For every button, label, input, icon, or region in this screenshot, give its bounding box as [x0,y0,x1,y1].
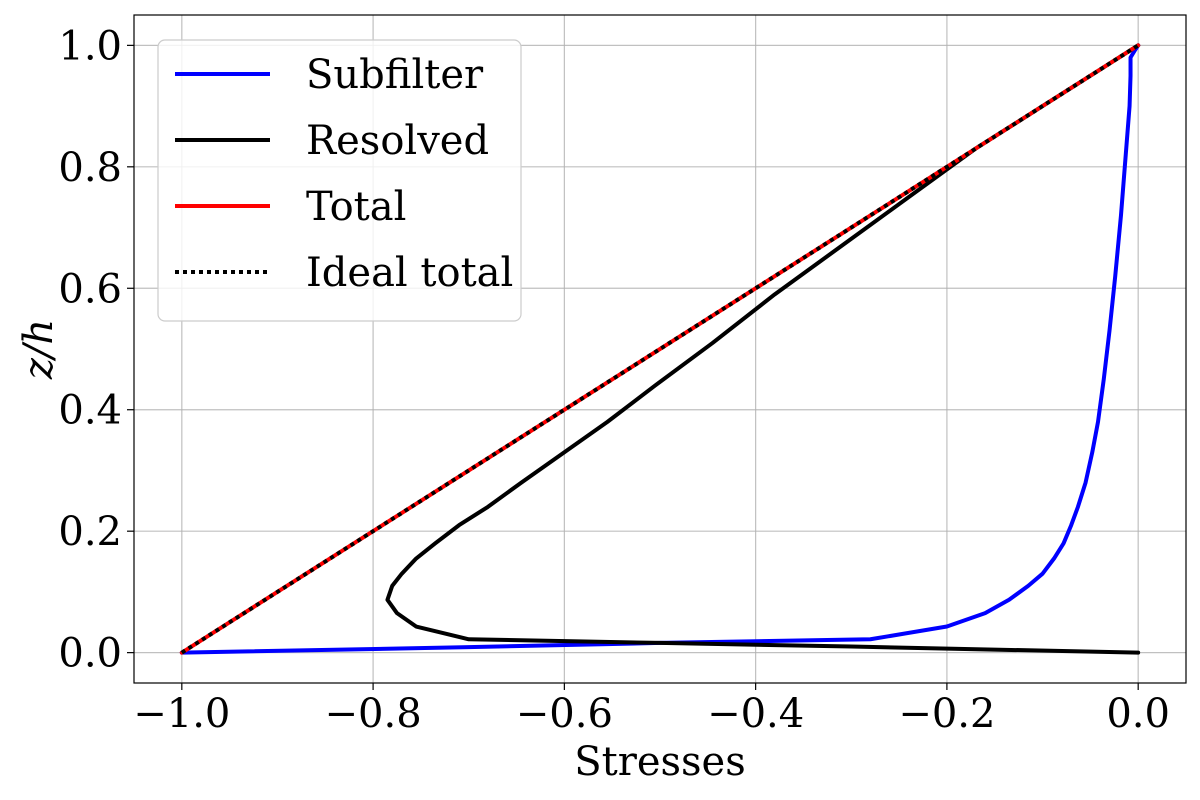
y-tick-label-5: 1.0 [58,23,122,69]
legend-label-2: Total [306,184,406,230]
grid [134,15,1186,683]
y-tick-label-0: 0.0 [58,631,122,677]
legend-label-0: Subfilter [306,52,484,98]
legend-label-3: Ideal total [306,250,513,296]
x-tick-label-4: −0.2 [898,691,995,737]
y-tick-label-3: 0.6 [58,266,122,312]
series-line-resolved [385,43,1141,655]
x-tick-label-1: −0.8 [325,691,422,737]
x-tick-label-0: −1.0 [133,691,230,737]
plot-series [179,43,1141,655]
x-tick-label-2: −0.6 [516,691,613,737]
legend-label-1: Resolved [306,118,489,164]
series-line-subfilter [179,43,1141,655]
x-tick-label-3: −0.4 [707,691,804,737]
legend-box [157,39,522,322]
y-tick-label-1: 0.2 [58,509,122,555]
y-tick-label-4: 0.8 [58,145,122,191]
x-axis-title: Stresses [574,739,746,785]
y-axis-title: z/h [16,319,62,380]
axis-ticks: −1.0 −0.8 −0.6 −0.4 −0.2 0.0 0.0 0.2 0.4 0.6 0.8 1.… [58,23,1170,737]
x-tick-label-5: 0.0 [1106,691,1170,737]
series-line-ideal-total [180,43,1140,655]
y-tick-label-2: 0.4 [58,388,122,434]
plot-frame [133,14,1187,684]
legend: Subfilter Resolved Total Ideal total [157,39,522,322]
